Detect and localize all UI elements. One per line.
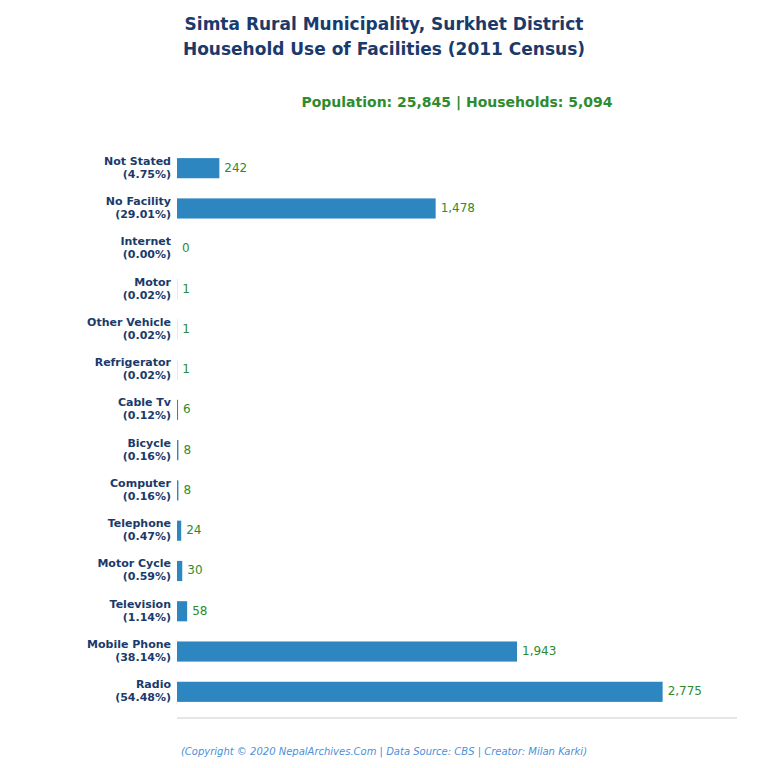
bar xyxy=(177,198,436,218)
data-label: 2,775 xyxy=(668,684,702,698)
data-label: 24 xyxy=(186,523,201,537)
data-label: 1 xyxy=(182,362,190,376)
bar xyxy=(177,158,219,178)
bar xyxy=(177,682,663,702)
x-axis-line xyxy=(177,718,737,719)
data-label: 30 xyxy=(187,563,202,577)
data-label: 6 xyxy=(183,402,191,416)
category-label: Motor(0.02%) xyxy=(123,276,172,302)
data-label: 1,943 xyxy=(522,644,556,658)
data-label: 58 xyxy=(192,604,207,618)
bar xyxy=(177,561,182,581)
bars xyxy=(177,158,663,702)
bar xyxy=(177,521,181,541)
bar xyxy=(177,601,187,621)
data-label: 242 xyxy=(224,161,247,175)
category-label: Other Vehicle(0.02%) xyxy=(87,316,171,342)
category-label: Computer(0.16%) xyxy=(110,477,172,503)
category-label: Not Stated(4.75%) xyxy=(104,155,171,181)
category-label: Refrigerator(0.02%) xyxy=(95,356,172,382)
category-label: Cable Tv(0.12%) xyxy=(118,396,172,422)
bar xyxy=(177,360,178,380)
data-label: 1 xyxy=(182,282,190,296)
data-label: 0 xyxy=(182,241,190,255)
bar xyxy=(177,319,178,339)
data-label: 8 xyxy=(183,483,191,497)
title: Simta Rural Municipality, Surkhet Distri… xyxy=(183,14,585,59)
category-label: Internet(0.00%) xyxy=(120,235,171,261)
annotation: (Copyright © 2020 NepalArchives.Com | Da… xyxy=(181,746,587,758)
category-label: Bicycle(0.16%) xyxy=(123,437,171,463)
chart: Simta Rural Municipality, Surkhet Distri… xyxy=(0,0,768,768)
category-label: Mobile Phone(38.14%) xyxy=(87,638,171,664)
bar xyxy=(177,480,178,500)
subtitle: Population: 25,845 | Households: 5,094 xyxy=(301,94,612,111)
category-label: Radio(54.48%) xyxy=(115,678,171,704)
data-label: 8 xyxy=(183,443,191,457)
category-label: Motor Cycle(0.59%) xyxy=(97,557,171,583)
data-label: 1,478 xyxy=(441,201,475,215)
category-label: No Facility(29.01%) xyxy=(106,195,171,221)
bar xyxy=(177,400,178,420)
bar xyxy=(177,641,517,661)
bar xyxy=(177,440,178,460)
category-label: Television(1.14%) xyxy=(110,598,171,624)
category-label: Telephone(0.47%) xyxy=(108,517,171,543)
data-label: 1 xyxy=(182,322,190,336)
bar xyxy=(177,239,178,259)
bar xyxy=(177,279,178,299)
